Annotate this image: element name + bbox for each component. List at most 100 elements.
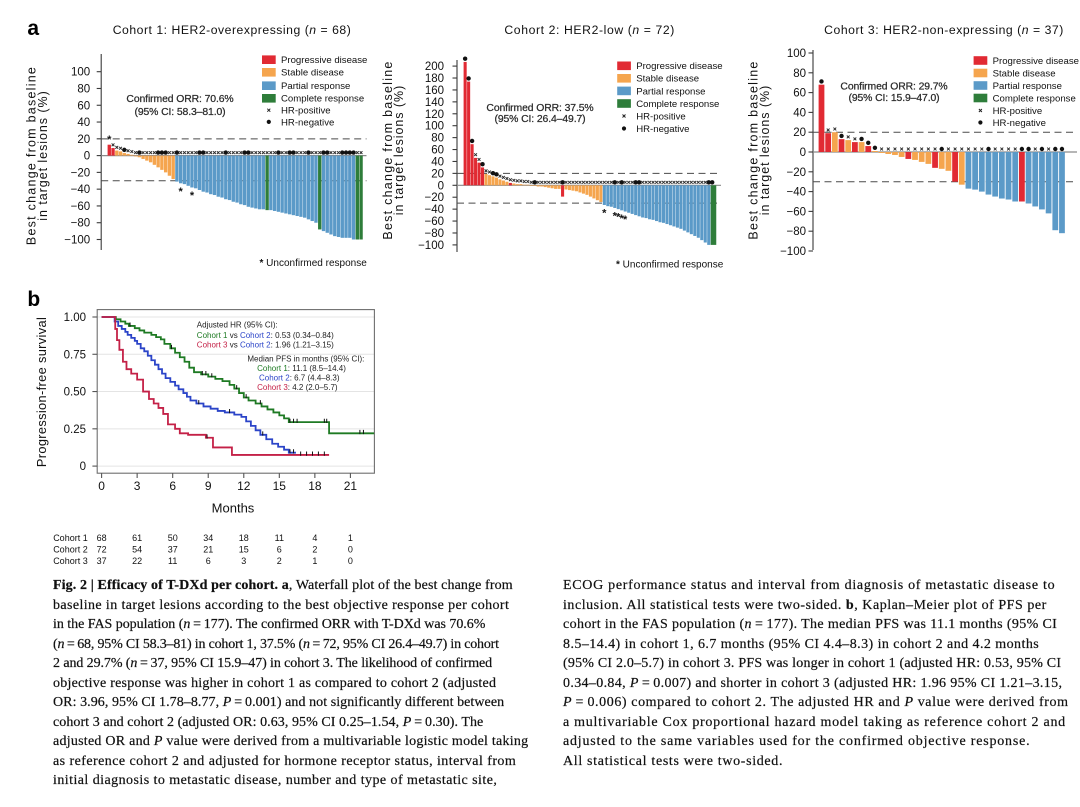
- svg-text:HR-positive: HR-positive: [636, 111, 686, 122]
- svg-text:HR-negative: HR-negative: [636, 124, 689, 135]
- svg-text:(95% CI: 58.3–81.0): (95% CI: 58.3–81.0): [134, 107, 225, 118]
- svg-text:21: 21: [203, 545, 213, 555]
- svg-text:−20: −20: [71, 167, 91, 179]
- svg-text:100: 100: [425, 121, 444, 133]
- svg-text:−80: −80: [71, 218, 91, 230]
- svg-text:Cohort 2: Cohort 2: [53, 545, 88, 555]
- svg-text:Complete response: Complete response: [281, 94, 364, 105]
- svg-text:HR-negative: HR-negative: [993, 118, 1046, 129]
- svg-text:Confirmed ORR: 37.5%: Confirmed ORR: 37.5%: [486, 103, 593, 114]
- svg-text:in target lesions (%): in target lesions (%): [758, 85, 772, 215]
- svg-text:Progressive disease: Progressive disease: [281, 55, 367, 66]
- svg-text:0: 0: [800, 147, 806, 159]
- svg-text:−100: −100: [780, 246, 806, 258]
- svg-text:11: 11: [168, 556, 177, 566]
- svg-text:Confirmed ORR: 29.7%: Confirmed ORR: 29.7%: [840, 82, 947, 93]
- svg-text:−20: −20: [424, 192, 444, 204]
- svg-text:*: *: [623, 214, 628, 226]
- svg-text:80: 80: [431, 133, 444, 145]
- svg-text:0.75: 0.75: [64, 349, 86, 361]
- svg-text:* Unconfirmed response: * Unconfirmed response: [260, 258, 368, 269]
- svg-text:−80: −80: [786, 226, 806, 238]
- svg-text:−20: −20: [786, 167, 806, 179]
- svg-text:4: 4: [312, 533, 317, 543]
- svg-text:Cohort 3: HER2-non-expressing: Cohort 3: HER2-non-expressing (n = 37): [824, 23, 1064, 37]
- svg-text:Cohort 3: 4.2 (2.0–5.7): Cohort 3: 4.2 (2.0–5.7): [257, 383, 338, 392]
- svg-text:*: *: [179, 186, 184, 198]
- svg-text:Adjusted HR (95% CI):: Adjusted HR (95% CI):: [197, 321, 278, 330]
- svg-text:Complete response: Complete response: [993, 93, 1076, 104]
- svg-text:80: 80: [77, 84, 90, 96]
- svg-text:Progressive disease: Progressive disease: [993, 56, 1079, 67]
- svg-text:Cohort 1: 11.1 (8.5–14.4): Cohort 1: 11.1 (8.5–14.4): [257, 364, 346, 373]
- svg-text:Progression-free survival: Progression-free survival: [34, 317, 49, 467]
- svg-text:72: 72: [97, 545, 107, 555]
- svg-text:80: 80: [793, 68, 806, 80]
- svg-text:60: 60: [793, 88, 806, 100]
- svg-text:(95% CI: 15.9–47.0): (95% CI: 15.9–47.0): [848, 93, 939, 104]
- svg-text:20: 20: [77, 134, 90, 146]
- svg-text:34: 34: [203, 533, 213, 543]
- svg-text:−40: −40: [424, 204, 444, 216]
- svg-text:*: *: [613, 210, 618, 222]
- svg-text:Confirmed ORR: 70.6%: Confirmed ORR: 70.6%: [126, 94, 233, 105]
- svg-text:Partial response: Partial response: [281, 81, 350, 92]
- svg-text:0: 0: [98, 479, 105, 493]
- svg-text:1: 1: [348, 533, 353, 543]
- svg-text:−100: −100: [64, 235, 90, 247]
- svg-text:*: *: [616, 212, 621, 224]
- svg-text:0.25: 0.25: [64, 424, 86, 436]
- svg-text:68: 68: [97, 533, 107, 543]
- svg-text:15: 15: [239, 545, 249, 555]
- svg-text:−100: −100: [418, 240, 444, 252]
- svg-text:20: 20: [793, 127, 806, 139]
- svg-text:0: 0: [348, 545, 353, 555]
- svg-text:6: 6: [206, 556, 211, 566]
- svg-text:100: 100: [787, 48, 806, 60]
- svg-text:40: 40: [77, 117, 90, 129]
- svg-text:37: 37: [168, 545, 178, 555]
- svg-text:*: *: [620, 213, 625, 225]
- svg-text:12: 12: [237, 479, 251, 493]
- svg-text:Best change from baseline: Best change from baseline: [747, 60, 761, 239]
- svg-text:50: 50: [168, 533, 178, 543]
- svg-text:200: 200: [425, 61, 444, 73]
- svg-text:61: 61: [132, 533, 142, 543]
- svg-text:6: 6: [169, 479, 176, 493]
- svg-text:HR-negative: HR-negative: [281, 117, 334, 128]
- svg-text:Best change from baseline: Best change from baseline: [25, 66, 39, 245]
- svg-text:1: 1: [312, 556, 317, 566]
- svg-text:3: 3: [241, 556, 246, 566]
- svg-text:Stable disease: Stable disease: [636, 74, 699, 85]
- svg-text:Cohort 1: HER2-overexpressing: Cohort 1: HER2-overexpressing (n = 68): [113, 23, 352, 37]
- svg-text:−60: −60: [424, 216, 444, 228]
- svg-text:2: 2: [312, 545, 317, 555]
- svg-text:Cohort 1: Cohort 1: [53, 533, 88, 543]
- svg-text:Cohort 3 vs Cohort 2: 1.96 (1.: Cohort 3 vs Cohort 2: 1.96 (1.21–3.15): [197, 340, 334, 349]
- svg-text:160: 160: [425, 85, 444, 97]
- svg-text:HR-positive: HR-positive: [993, 106, 1043, 117]
- svg-text:1.00: 1.00: [64, 312, 86, 324]
- svg-text:15: 15: [273, 479, 287, 493]
- svg-text:120: 120: [425, 109, 444, 121]
- svg-text:*: *: [602, 208, 607, 220]
- svg-text:0: 0: [438, 180, 444, 192]
- svg-text:3: 3: [134, 479, 141, 493]
- svg-text:0.50: 0.50: [64, 387, 86, 399]
- svg-text:100: 100: [71, 67, 90, 79]
- svg-text:−80: −80: [424, 228, 444, 240]
- svg-text:9: 9: [205, 479, 212, 493]
- svg-text:Progressive disease: Progressive disease: [636, 61, 722, 72]
- svg-text:20: 20: [431, 168, 444, 180]
- svg-text:Best change from baseline: Best change from baseline: [381, 60, 395, 239]
- svg-text:Partial response: Partial response: [993, 81, 1062, 92]
- svg-text:0: 0: [84, 151, 90, 163]
- svg-text:Cohort 3: Cohort 3: [53, 556, 88, 566]
- svg-text:11: 11: [275, 533, 284, 543]
- svg-text:2: 2: [277, 556, 282, 566]
- svg-text:40: 40: [793, 107, 806, 119]
- svg-text:in target lesions (%): in target lesions (%): [392, 85, 406, 215]
- svg-text:(95% CI: 26.4–49.7): (95% CI: 26.4–49.7): [494, 114, 585, 125]
- svg-text:* Unconfirmed response: * Unconfirmed response: [616, 260, 724, 271]
- svg-text:*: *: [190, 190, 195, 202]
